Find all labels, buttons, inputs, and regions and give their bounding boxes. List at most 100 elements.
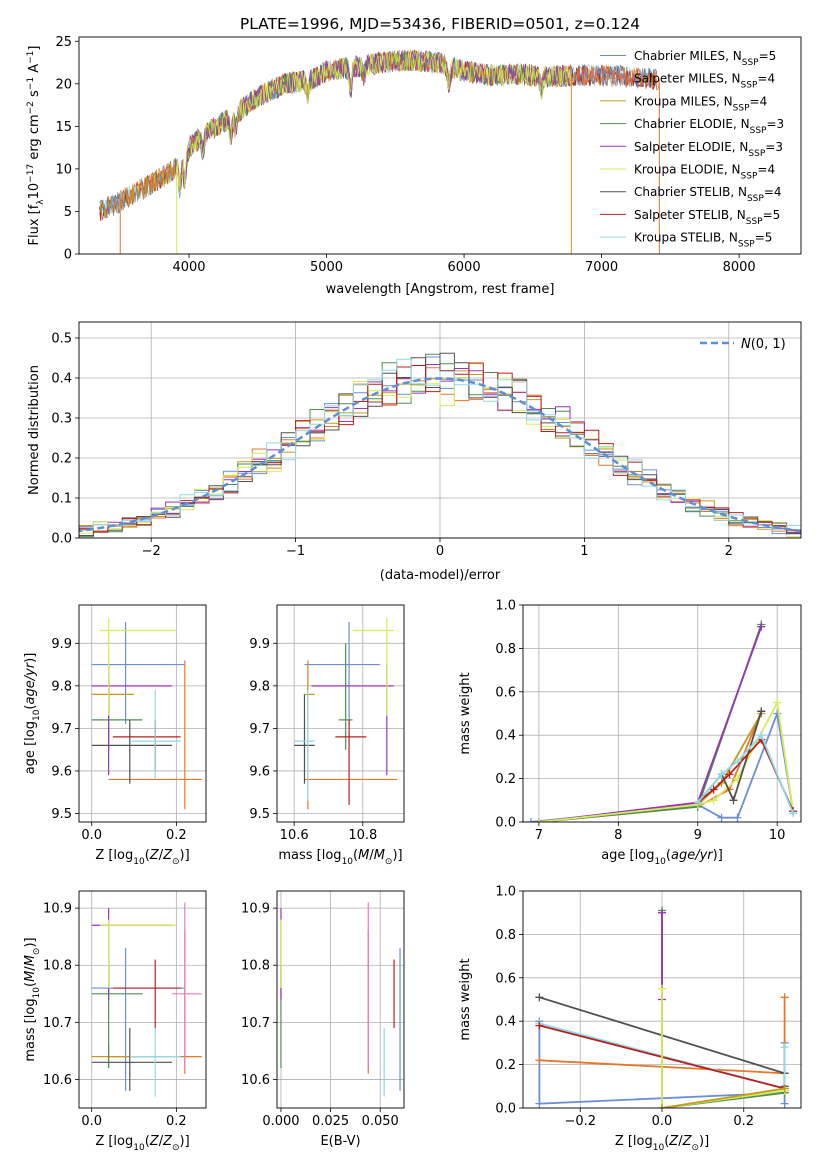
y-axis-label: Flux [fλ10−17 erg cm−2 s−1 A−1]	[26, 46, 46, 246]
legend-entry: Kroupa MILES, NSSP=4	[634, 94, 767, 113]
weight-marker	[658, 908, 666, 917]
label-part: Salpeter MILES, N	[634, 72, 741, 86]
mass_vs_ebv-plot-area	[280, 902, 401, 1097]
label-part: age/yr	[671, 848, 714, 863]
x-tick-label: 9	[694, 828, 702, 843]
weight-marker	[733, 813, 742, 822]
legend-entry: Kroupa STELIB, NSSP=5	[634, 231, 772, 250]
legend-entry: Chabrier ELODIE, NSSP=3	[634, 117, 784, 136]
y-tick-label: 0.0	[51, 532, 72, 547]
y-tick-label: 20	[55, 77, 72, 92]
label-part: Z	[682, 1134, 693, 1149]
age_vs_mass-plot-area	[294, 617, 398, 810]
x-tick-label: 4000	[172, 260, 205, 275]
y-axis-label: mass [log10(M/M⊙)]	[23, 937, 42, 1061]
label-part: Salpeter ELODIE, N	[634, 140, 748, 154]
weight-marker	[693, 798, 702, 807]
label-part: mass [log	[278, 848, 341, 863]
weight-marker	[535, 993, 544, 1002]
weight-marker	[709, 785, 718, 794]
x-axis-label: Z [log10(Z/Z⊙)]	[615, 1134, 709, 1153]
x-tick-label: 0.2	[733, 1114, 754, 1129]
label-part: SSP	[741, 81, 758, 91]
weight-marker	[757, 622, 766, 631]
label-part: ⊙	[385, 857, 393, 867]
y-tick-label: 0.5	[51, 332, 72, 347]
label-part: −1	[26, 77, 36, 90]
weight-line	[661, 1087, 785, 1108]
axes-frame	[78, 36, 802, 255]
label-part: SSP	[748, 149, 765, 159]
label-part: SSP	[750, 126, 767, 136]
y-axis-label: Normed distribution	[27, 365, 42, 495]
y-tick-label: 10.7	[241, 1016, 270, 1031]
y-axis-label: age [log10(age/yr)]	[23, 653, 42, 775]
weight-marker	[780, 1043, 789, 1052]
weight_vs_age-plot-area	[526, 620, 798, 822]
label-part: erg cm	[27, 114, 42, 163]
x-tick-label: 0.2	[166, 1114, 187, 1129]
x-tick-label: 0.050	[362, 1114, 399, 1129]
x-tick-label: 1	[580, 544, 588, 559]
label-part: =4	[757, 72, 775, 86]
x-tick-label: 7	[535, 828, 543, 843]
label-part: M	[374, 848, 385, 863]
y-tick-label: 0.3	[51, 412, 72, 427]
y-axis-label: mass weight	[458, 672, 473, 754]
y-tick-label: 9.9	[51, 637, 72, 652]
y-tick-label: 0.2	[495, 772, 516, 787]
label-part: age [log	[23, 721, 38, 774]
weight-line	[538, 699, 794, 822]
weight-marker	[773, 709, 782, 718]
label-part: 10	[133, 1143, 145, 1153]
y-tick-label: 9.7	[249, 722, 270, 737]
y-tick-label: 1.0	[495, 885, 516, 900]
label-part: M	[23, 955, 38, 966]
y-tick-label: 25	[55, 35, 72, 50]
y-tick-label: 9.8	[249, 679, 270, 694]
weight-marker	[729, 796, 738, 805]
weight-marker	[757, 707, 766, 716]
normal-curve	[79, 377, 801, 533]
label-part: Z	[668, 1134, 679, 1149]
weight-line	[538, 624, 763, 822]
label-part: age [log	[601, 848, 654, 863]
legend-entry: N(0, 1)	[741, 337, 786, 352]
label-part: Z	[149, 1134, 160, 1149]
label-part: /	[23, 966, 38, 971]
spectrum-line	[176, 50, 572, 193]
x-tick-label: 10	[769, 828, 786, 843]
legend-entry: Salpeter ELODIE, NSSP=3	[634, 140, 783, 159]
y-tick-label: 0.4	[495, 729, 516, 744]
weight-line	[661, 910, 785, 1108]
label-part: Chabrier ELODIE, N	[634, 117, 750, 131]
label-part: )]	[180, 1134, 190, 1149]
label-part: )]	[23, 937, 38, 947]
weight-marker	[773, 698, 782, 707]
residuals-axes: −2 −1 0 1 2 0.0 0.1 0.2 0.3 0.4 0.5 (data-model)/er…	[27, 321, 802, 583]
weight_vs_Z-plot-area	[535, 906, 789, 1108]
spectrum-line	[119, 50, 660, 210]
y-tick-label: 0.6	[495, 685, 516, 700]
y-tick-label: 0.4	[495, 1015, 516, 1030]
label-part: M	[358, 848, 369, 863]
label-part: s	[27, 90, 42, 101]
legend-entry: Chabrier MILES, NSSP=5	[634, 49, 776, 68]
label-part: mass weight	[458, 672, 473, 754]
x-tick-label: 0.0	[652, 1114, 673, 1129]
x-tick-label: 10.8	[348, 828, 377, 843]
x-tick-label: 0.0	[81, 828, 102, 843]
x-axis-label: Z [log10(Z/Z⊙)]	[95, 1134, 189, 1153]
label-part: SSP	[747, 194, 764, 204]
weight-line	[661, 988, 785, 1108]
label-part: =4	[764, 185, 782, 199]
x-axis-label: mass [log10(M/M⊙)]	[278, 848, 402, 867]
weight-marker	[725, 770, 734, 779]
x-axis-label: wavelength [Angstrom, rest frame]	[326, 282, 555, 297]
label-part: ]	[27, 46, 42, 51]
label-part: ⊙	[172, 857, 180, 867]
label-part: 10	[32, 709, 42, 721]
y-tick-label: 0	[64, 248, 72, 263]
weight-marker	[535, 1021, 544, 1030]
